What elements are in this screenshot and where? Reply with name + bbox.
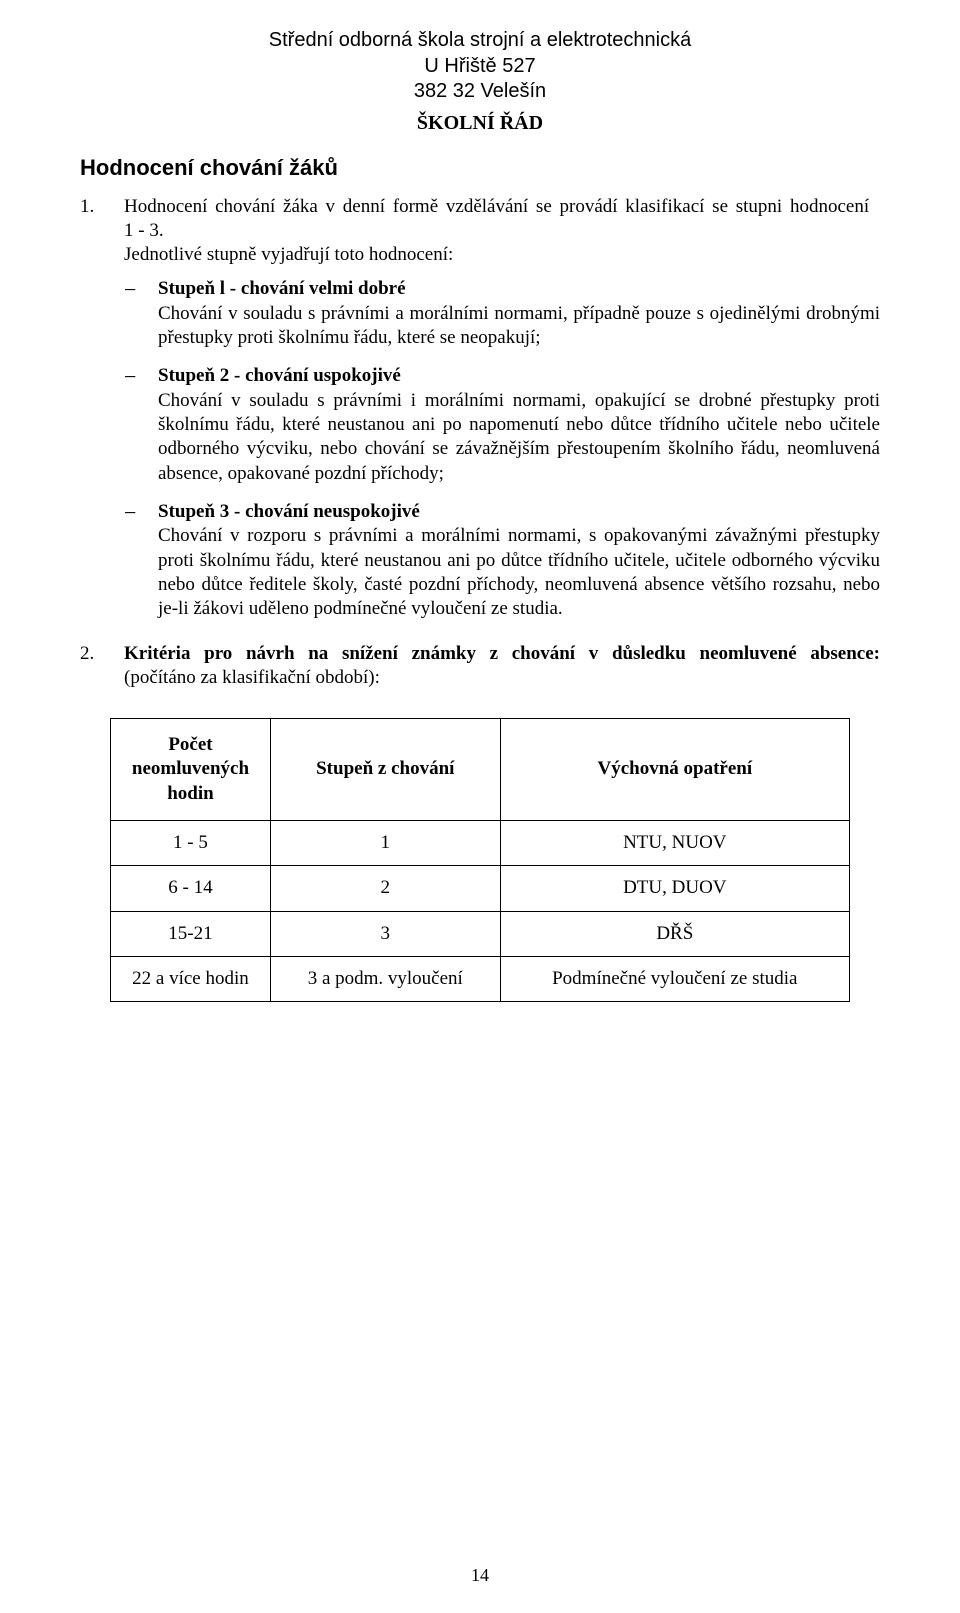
rule-title: ŠKOLNÍ ŘÁD [80,111,880,137]
header-line-3: 382 32 Velešín [80,79,880,105]
header-line-1: Střední odborná škola strojní a elektrot… [80,28,880,54]
table-row: 6 - 14 2 DTU, DUOV [111,866,850,911]
cell: 6 - 14 [111,866,271,911]
grades-table: Počet neomluvených hodin Stupeň z chován… [110,718,850,1002]
grade1-lead: Stupeň l - chování velmi dobré [158,278,406,299]
col-header-measure: Výchovná opatření [500,719,849,821]
item-body: Hodnocení chování žáka v denní formě vzd… [124,195,880,636]
section-title: Hodnocení chování žáků [80,154,880,182]
cell: 1 [270,821,500,866]
item-number: 1. [80,195,124,636]
grade3-lead: Stupeň 3 - chování neuspokojivé [158,501,420,522]
cell: DŘŠ [500,911,849,956]
grade2-lead: Stupeň 2 - chování uspokojivé [158,365,401,386]
item2-lead: Kritéria pro návrh na snížení známky z c… [124,643,880,664]
cell: 3 a podm. vyloučení [270,957,500,1002]
cell: 15-21 [111,911,271,956]
header-line-2: U Hřiště 527 [80,54,880,80]
cell: 3 [270,911,500,956]
dash-mark: − [124,277,158,350]
table-header-row: Počet neomluvených hodin Stupeň z chován… [111,719,850,821]
dash-body: Stupeň 3 - chování neuspokojivé Chování … [158,500,880,622]
cell: 2 [270,866,500,911]
item-body: Kritéria pro návrh na snížení známky z c… [124,642,880,691]
list-item-1: 1. Hodnocení chování žáka v denní formě … [80,195,880,636]
col-header-hours: Počet neomluvených hodin [111,719,271,821]
main-list: 1. Hodnocení chování žáka v denní formě … [80,195,880,691]
dash-mark: − [124,500,158,622]
table-row: 22 a více hodin 3 a podm. vyloučení Podm… [111,957,850,1002]
list-item-2: 2. Kritéria pro návrh na snížení známky … [80,642,880,691]
dash-mark: − [124,364,158,486]
item1-lead: Jednotlivé stupně vyjadřují toto hodnoce… [124,244,453,265]
page-number: 14 [0,1564,960,1587]
dash-list: − Stupeň l - chování velmi dobré Chování… [124,277,880,621]
item1-range: 1 - 3. [124,220,164,241]
cell: DTU, DUOV [500,866,849,911]
cell: 1 - 5 [111,821,271,866]
grade1-body: Chování v souladu s právními a morálními… [158,303,880,348]
document-header: Střední odborná škola strojní a elektrot… [80,28,880,105]
item1-para: Hodnocení chování žáka v denní formě vzd… [124,196,869,217]
grade2-body: Chování v souladu s právními i morálními… [158,390,880,484]
item-number: 2. [80,642,124,691]
cell: 22 a více hodin [111,957,271,1002]
cell: Podmínečné vyloučení ze studia [500,957,849,1002]
dash-item-2: − Stupeň 2 - chování uspokojivé Chování … [124,364,880,486]
dash-body: Stupeň l - chování velmi dobré Chování v… [158,277,880,350]
cell: NTU, NUOV [500,821,849,866]
dash-item-3: − Stupeň 3 - chování neuspokojivé Chován… [124,500,880,622]
dash-item-1: − Stupeň l - chování velmi dobré Chování… [124,277,880,350]
grade3-body: Chování v rozporu s právními a morálními… [158,525,880,619]
item2-tail: (počítáno za klasifikační období): [124,667,380,688]
col-header-grade: Stupeň z chování [270,719,500,821]
table-row: 15-21 3 DŘŠ [111,911,850,956]
table-row: 1 - 5 1 NTU, NUOV [111,821,850,866]
dash-body: Stupeň 2 - chování uspokojivé Chování v … [158,364,880,486]
